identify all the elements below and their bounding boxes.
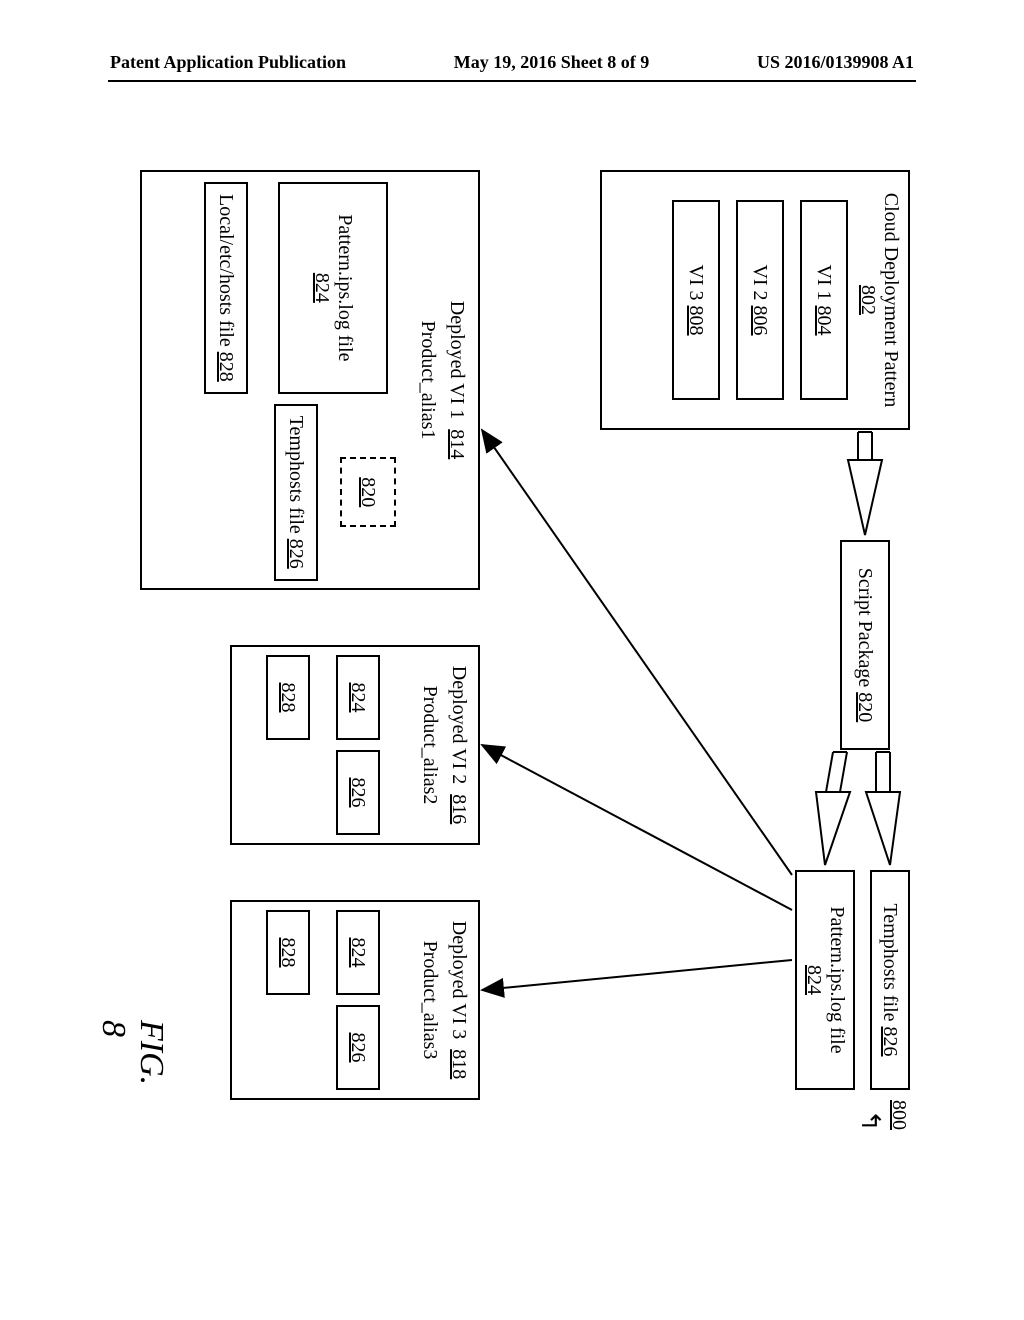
- temphosts-top-label: Temphosts file: [879, 903, 902, 1021]
- deployed-vi-3-alias: Product_alias3: [418, 941, 441, 1060]
- deployed-vi-2-alias: Product_alias2: [418, 686, 441, 805]
- dvi3-ref-c: 828: [266, 910, 310, 995]
- temphosts-file-top: Temphosts file 826: [870, 870, 910, 1090]
- script-package-label: Script Package: [854, 568, 877, 687]
- figure-ref-800: 800: [887, 1100, 910, 1130]
- deployed-vi-3-title: Deployed VI 3: [448, 921, 470, 1040]
- deployed-vi-1-localhosts: Local/etc/hosts file 828: [204, 182, 248, 394]
- vi-3: VI 3 808: [672, 200, 720, 400]
- vi-1: VI 1 804: [800, 200, 848, 400]
- cloud-pattern-ref: 802: [856, 285, 879, 315]
- patternlog-file-top: Pattern.ips.log file 824: [795, 870, 855, 1090]
- header-rule: [108, 80, 916, 82]
- arrow-pattern-to-script: [848, 432, 882, 535]
- arrow-file-to-dvi2: [482, 745, 792, 910]
- dvi1-localhosts-label: Local/etc/hosts file: [215, 194, 238, 347]
- deployed-vi-2: Deployed VI 2 816 Product_alias2 824 826…: [230, 645, 480, 845]
- script-package-ref: 820: [854, 692, 877, 722]
- deployed-vi-3: Deployed VI 3 818 Product_alias3 824 826…: [230, 900, 480, 1100]
- deployed-vi-2-title-row: Deployed VI 2 816: [447, 666, 470, 825]
- dvi2-ref-c: 828: [266, 655, 310, 740]
- header-right: US 2016/0139908 A1: [757, 52, 914, 73]
- dvi1-patternlog-ref: 824: [310, 273, 333, 303]
- hook-icon: ↲: [858, 1110, 888, 1132]
- deployed-vi-3-ref: 818: [448, 1049, 470, 1079]
- vi-3-label: VI 3: [685, 264, 708, 300]
- deployed-vi-1-alias: Product_alias1: [416, 321, 439, 440]
- dvi1-localhosts-ref: 828: [215, 352, 238, 382]
- deployed-vi-3-title-row: Deployed VI 3 818: [447, 921, 470, 1080]
- deployed-vi-1-temphosts: Temphosts file 826: [274, 404, 318, 581]
- page: Patent Application Publication May 19, 2…: [0, 0, 1024, 1320]
- dvi3-ref-a: 824: [336, 910, 380, 995]
- figure-label: FIG. 8: [94, 1020, 170, 1085]
- dvi3-ref-a-label: 824: [347, 938, 370, 968]
- deployed-vi-1-title: Deployed VI 1: [446, 301, 468, 420]
- cloud-deployment-pattern: Cloud Deployment Pattern 802 VI 1 804 VI…: [600, 170, 910, 430]
- vi-3-ref: 808: [685, 306, 708, 336]
- patternlog-top-label: Pattern.ips.log file: [825, 906, 848, 1053]
- arrow-script-to-temphosts: [866, 752, 900, 865]
- header-center: May 19, 2016 Sheet 8 of 9: [454, 52, 649, 73]
- dvi2-ref-a: 824: [336, 655, 380, 740]
- deployed-vi-1-script-ref: 820: [340, 457, 396, 527]
- dvi2-ref-b-label: 826: [347, 778, 370, 808]
- dvi1-script-ref: 820: [357, 477, 380, 507]
- deployed-vi-2-ref: 816: [448, 794, 470, 824]
- deployed-vi-1-patternlog: Pattern.ips.log file 824: [278, 182, 388, 394]
- script-package: Script Package 820: [840, 540, 890, 750]
- deployed-vi-1-title-row: Deployed VI 1 814: [445, 301, 468, 460]
- dvi1-patternlog-label: Pattern.ips.log file: [333, 214, 356, 361]
- patternlog-top-ref: 824: [802, 965, 825, 995]
- temphosts-top-ref: 826: [879, 1027, 902, 1057]
- vi-2: VI 2 806: [736, 200, 784, 400]
- deployed-vi-2-title: Deployed VI 2: [448, 666, 470, 785]
- vi-2-label: VI 2: [749, 264, 772, 300]
- dvi3-ref-b-label: 826: [347, 1033, 370, 1063]
- dvi3-ref-c-label: 828: [277, 938, 300, 968]
- dvi2-ref-b: 826: [336, 750, 380, 835]
- diagram-canvas: Cloud Deployment Pattern 802 VI 1 804 VI…: [0, 170, 910, 970]
- vi-1-label: VI 1: [813, 264, 836, 300]
- dvi3-ref-b: 826: [336, 1005, 380, 1090]
- arrow-file-to-dvi3: [482, 960, 792, 990]
- vi-1-ref: 804: [813, 306, 836, 336]
- dvi1-temphosts-label: Temphosts file: [285, 416, 308, 534]
- arrow-file-to-dvi1: [482, 430, 792, 875]
- page-header: Patent Application Publication May 19, 2…: [0, 52, 1024, 73]
- deployed-vi-1-ref: 814: [446, 429, 468, 459]
- header-left: Patent Application Publication: [110, 52, 346, 73]
- dvi2-ref-a-label: 824: [347, 683, 370, 713]
- arrow-script-to-patternlog: [816, 752, 850, 865]
- deployed-vi-1: Deployed VI 1 814 Product_alias1 Pattern…: [140, 170, 480, 590]
- dvi1-temphosts-ref: 826: [285, 539, 308, 569]
- dvi2-ref-c-label: 828: [277, 683, 300, 713]
- cloud-pattern-title: Cloud Deployment Pattern: [879, 193, 902, 407]
- vi-2-ref: 806: [749, 306, 772, 336]
